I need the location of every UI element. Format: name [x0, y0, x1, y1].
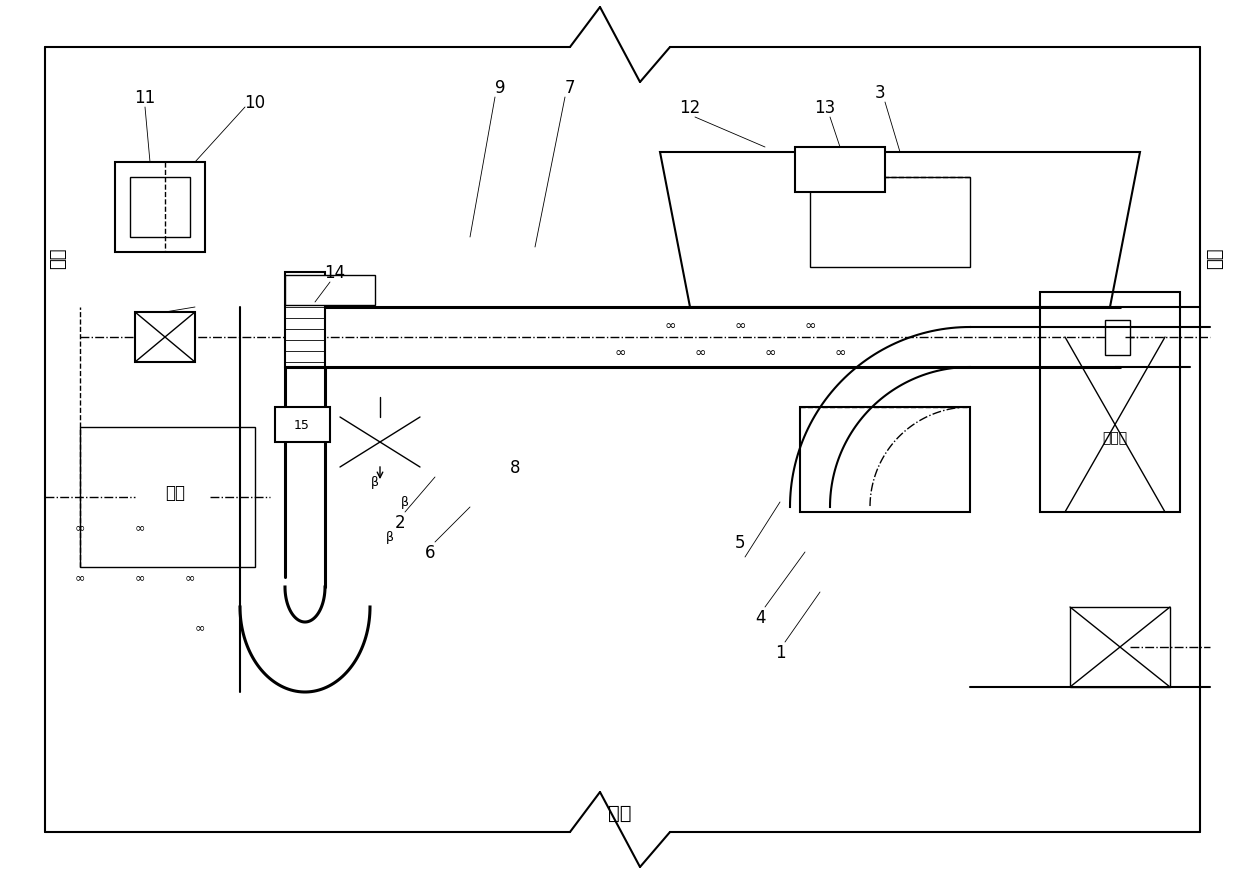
Text: ∞: ∞: [195, 621, 205, 634]
Text: ∞: ∞: [185, 571, 195, 584]
Bar: [810, 178, 970, 267]
Text: ∞: ∞: [135, 521, 145, 534]
Bar: [81, 427, 255, 567]
Text: 15: 15: [294, 419, 310, 432]
Text: 9: 9: [495, 79, 505, 96]
Text: 6: 6: [425, 544, 435, 561]
Text: 7: 7: [564, 79, 575, 96]
Text: 水坠: 水坠: [609, 802, 631, 822]
Bar: [285, 275, 374, 306]
Text: ∞: ∞: [805, 318, 816, 332]
Text: 4: 4: [755, 609, 765, 626]
Text: 14: 14: [325, 264, 346, 282]
Text: 12: 12: [680, 99, 701, 117]
Text: 3: 3: [874, 84, 885, 102]
Text: 10: 10: [244, 94, 265, 112]
Text: β: β: [371, 476, 379, 489]
Text: β: β: [386, 531, 394, 544]
Text: 廊道: 廊道: [165, 483, 185, 502]
Text: ∞: ∞: [135, 571, 145, 584]
Text: 5: 5: [735, 533, 745, 552]
Text: ∞: ∞: [614, 346, 626, 360]
Text: ∞: ∞: [665, 318, 676, 332]
Bar: [1070, 607, 1171, 688]
Text: ∞: ∞: [734, 318, 745, 332]
Bar: [1105, 321, 1130, 355]
Text: 11: 11: [134, 89, 156, 107]
Text: 上游: 上游: [1207, 247, 1224, 268]
Text: ∞: ∞: [74, 571, 86, 584]
Text: ∞: ∞: [835, 346, 846, 360]
Text: ∞: ∞: [74, 521, 86, 534]
Text: 13: 13: [815, 99, 836, 117]
Text: 8: 8: [510, 459, 521, 476]
Bar: [130, 178, 190, 238]
Text: ∞: ∞: [764, 346, 776, 360]
Bar: [115, 163, 205, 253]
Bar: [135, 312, 195, 362]
Bar: [285, 273, 325, 367]
Text: 下游: 下游: [50, 247, 67, 268]
Bar: [1040, 293, 1180, 512]
Bar: [795, 148, 885, 193]
Text: β: β: [401, 496, 409, 509]
Bar: [800, 408, 970, 512]
Bar: [275, 408, 330, 443]
Text: 阀门室: 阀门室: [1102, 431, 1127, 445]
Text: 1: 1: [775, 643, 785, 661]
Text: ∞: ∞: [694, 346, 706, 360]
Text: 2: 2: [394, 513, 405, 531]
